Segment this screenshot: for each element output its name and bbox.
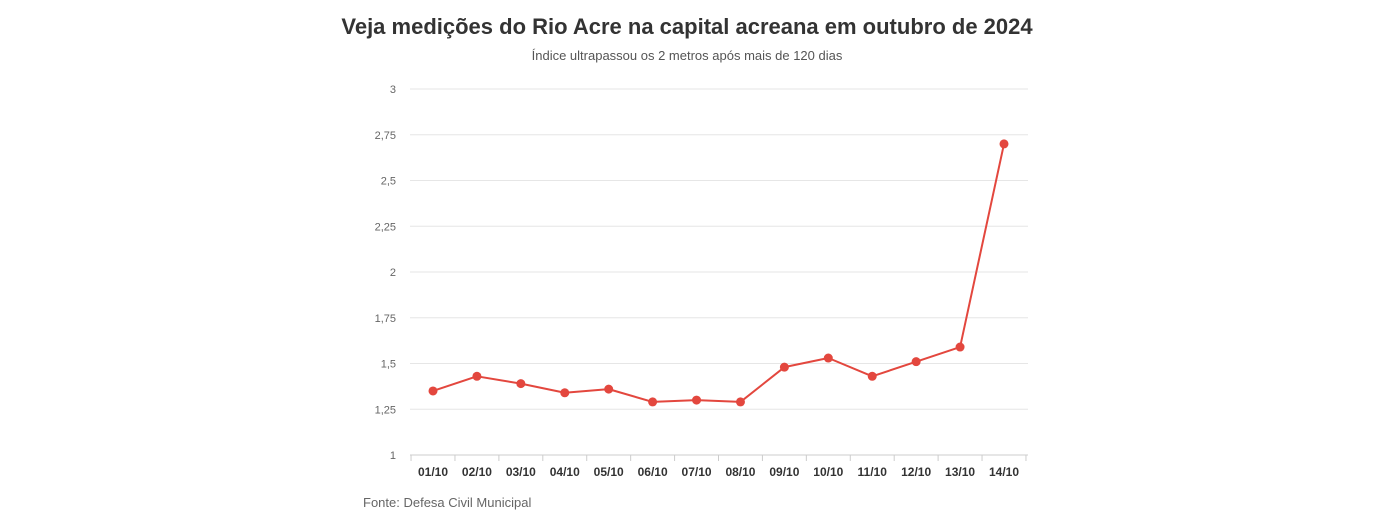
x-tick-label: 08/10	[725, 465, 755, 479]
y-tick-label: 2,25	[375, 221, 396, 233]
y-tick-label: 3	[390, 84, 396, 96]
data-point[interactable]	[735, 397, 745, 407]
x-tick-label: 05/10	[594, 465, 624, 479]
x-tick-label: 09/10	[769, 465, 799, 479]
chart-subtitle: Índice ultrapassou os 2 metros após mais…	[531, 48, 843, 63]
x-tick-label: 13/10	[945, 465, 975, 479]
series	[428, 139, 1009, 407]
y-tick-label: 1,75	[375, 313, 396, 325]
data-point[interactable]	[692, 395, 702, 405]
data-point[interactable]	[867, 371, 877, 381]
x-tick-label: 12/10	[901, 465, 931, 479]
x-tick-label: 10/10	[813, 465, 843, 479]
data-point[interactable]	[428, 386, 438, 396]
x-tick-label: 14/10	[989, 465, 1019, 479]
y-tick-label: 2,5	[381, 176, 396, 188]
chart-title: Veja medições do Rio Acre na capital acr…	[341, 14, 1033, 39]
source-note: Fonte: Defesa Civil Municipal	[363, 495, 532, 510]
x-tick-label: 02/10	[462, 465, 492, 479]
y-tick-label: 2	[390, 267, 396, 279]
y-axis-ticks: 1 1,25 1,5 1,75 2 2,25 2,5 2,75 3	[375, 84, 396, 462]
data-point[interactable]	[779, 362, 789, 372]
data-point[interactable]	[999, 139, 1009, 149]
x-tick-label: 06/10	[638, 465, 668, 479]
data-point[interactable]	[911, 357, 921, 367]
y-tick-label: 1,25	[375, 404, 396, 416]
data-point[interactable]	[560, 388, 570, 398]
data-point[interactable]	[472, 371, 482, 381]
y-tick-label: 1,5	[381, 359, 396, 371]
series-line	[432, 143, 1005, 403]
x-axis-ticks: 01/10 02/10 03/10 04/10 05/10 06/10 07/10 08/10…	[410, 455, 1027, 479]
x-tick-label: 03/10	[506, 465, 536, 479]
x-tick-label: 04/10	[550, 465, 580, 479]
x-tick-label: 07/10	[682, 465, 712, 479]
data-point[interactable]	[823, 353, 833, 363]
x-tick-label: 01/10	[418, 465, 448, 479]
y-tick-label: 2,75	[375, 130, 396, 142]
y-tick-label: 1	[390, 450, 396, 462]
data-point[interactable]	[516, 379, 526, 389]
data-point[interactable]	[604, 384, 614, 394]
data-point[interactable]	[648, 397, 658, 407]
data-point[interactable]	[955, 342, 965, 352]
x-tick-label: 11/10	[858, 465, 888, 479]
